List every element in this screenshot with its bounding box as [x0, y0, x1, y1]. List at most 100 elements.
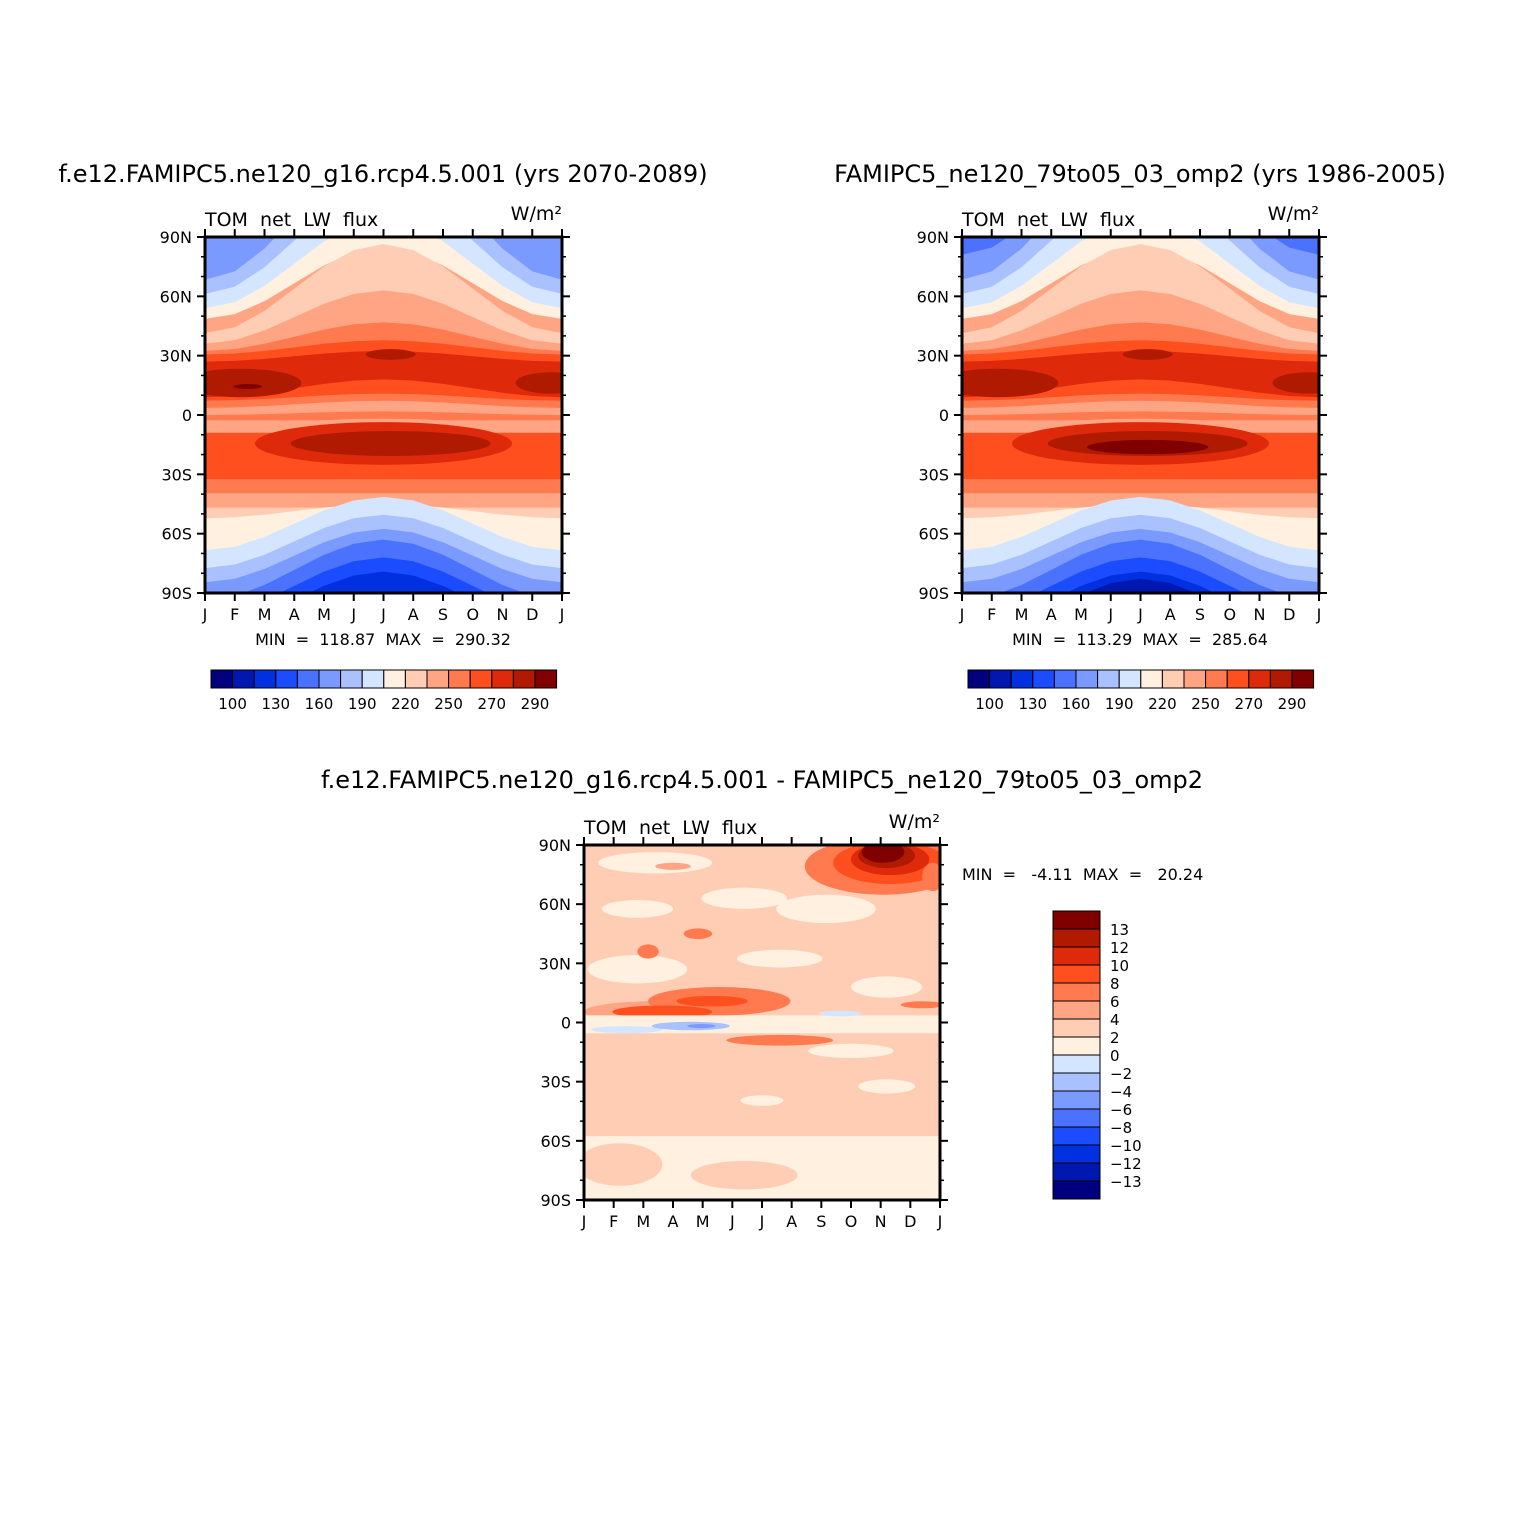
panel-a-colorbar-box	[383, 669, 406, 689]
panel-c-x-tick-label: S	[816, 1212, 826, 1231]
panel-c-colorbar-box	[1052, 1108, 1101, 1128]
panel-c-colorbar-box	[1052, 1000, 1101, 1020]
panel-a-y-tick-label: 30S	[161, 465, 192, 484]
panel-a-x-tick-label: J	[559, 605, 565, 624]
panel-b-x-tick-label: F	[987, 605, 996, 624]
panel-b-colorbar-box	[1140, 669, 1163, 689]
panel-a-colorbar-box	[512, 669, 536, 689]
panel-c-stats: MIN = -4.11 MAX = 20.24	[962, 865, 1203, 884]
panel-c-contour-blob	[740, 1095, 784, 1106]
panel-b-x-tick-label: D	[1283, 605, 1295, 624]
panel-c-contour-blob	[858, 1079, 916, 1094]
panel-a-x-tick-label: J	[380, 605, 386, 624]
panel-c-contour-blob	[598, 852, 713, 874]
panel-b-x-tick-label: O	[1223, 605, 1236, 624]
panel-a-colorbar-label: 290	[521, 695, 550, 713]
panel-b-colorbar-label: 160	[1062, 695, 1091, 713]
panel-a-x-tick-label: J	[350, 605, 356, 624]
panel-a-x-tick-label: A	[408, 605, 419, 624]
panel-a-colorbar-box	[275, 669, 298, 689]
panel-a-colorbar-box	[426, 669, 450, 689]
panel-a-contour-field	[205, 237, 562, 593]
panel-b-x-tick-label: A	[1046, 605, 1057, 624]
panel-c-x-tick-label: J	[937, 1212, 943, 1231]
panel-a-y-tick-label: 0	[182, 406, 192, 425]
panel-a-y-tick-label: 60N	[160, 287, 192, 306]
panel-c-colorbar-box	[1052, 1036, 1101, 1056]
panel-a: f.e12.FAMIPC5.ne120_g16.rcp4.5.001 (yrs …	[58, 160, 707, 713]
panel-a-colorbar-box	[404, 669, 428, 689]
panel-a-contour-band	[205, 237, 562, 309]
panel-a-colorbar-box	[253, 669, 277, 689]
panel-b: FAMIPC5_ne120_79to05_03_omp2 (yrs 1986-2…	[834, 160, 1446, 713]
panel-a-contour-blob	[205, 368, 302, 398]
panel-a-contour-band	[309, 571, 458, 593]
panel-c-colorbar-box	[1052, 1018, 1101, 1038]
panel-a-colorbar-label: 190	[348, 695, 377, 713]
panel-a-colorbar-box	[340, 669, 363, 689]
panel-a-contour-band	[205, 400, 562, 415]
panel-b-x-tick-label: J	[1137, 605, 1143, 624]
panel-b-x-tick-label: J	[1316, 605, 1322, 624]
panel-b-contour-blob	[962, 368, 1059, 398]
panel-b-x-tick-label: M	[1074, 605, 1088, 624]
panel-c-y-tick-label: 60S	[540, 1132, 571, 1151]
panel-c-colorbar-box	[1052, 1054, 1101, 1074]
panel-c-colorbar-box	[1052, 1090, 1101, 1110]
panel-a-x-tick-label: F	[230, 605, 239, 624]
panel-a-colorbar-box	[232, 669, 255, 689]
panel-c-colorbar-label: −4	[1110, 1083, 1132, 1101]
panel-b-contour-blob	[1272, 372, 1319, 394]
panel-a-colorbar: 100 130 160 190 220 250 270 290	[210, 669, 558, 713]
panel-c-contour-blob	[726, 1034, 834, 1046]
panel-c-colorbar-box	[1052, 1144, 1101, 1164]
panel-b-title: FAMIPC5_ne120_79to05_03_omp2 (yrs 1986-2…	[834, 160, 1446, 188]
panel-a-colorbar-label: 160	[305, 695, 334, 713]
panel-a-y-tick-label: 60S	[161, 525, 192, 544]
panel-c-colorbar-box	[1052, 1162, 1101, 1182]
panel-a-y-tick-label: 30N	[160, 347, 192, 366]
panel-b-contour-field	[962, 237, 1319, 593]
panel-c-contour-blob	[701, 887, 787, 909]
panel-c-colorbar-label: 12	[1110, 939, 1129, 957]
panel-c-x-tick-label: O	[845, 1212, 858, 1231]
panel-c-x-tick-label: J	[581, 1212, 587, 1231]
panel-c-colorbar-label: 13	[1110, 921, 1129, 939]
panel-a-y-tick-label: 90S	[161, 584, 192, 603]
panel-a-colorbar-box	[534, 669, 558, 689]
panel-c-contour-blob	[900, 1001, 940, 1009]
panel-b-x-tick-label: J	[1107, 605, 1113, 624]
panel-c-x-tick-label: N	[875, 1212, 887, 1231]
panel-c-contour-blob	[818, 1010, 862, 1017]
panel-c-colorbar-box	[1052, 1126, 1101, 1146]
panel-c-units-label: W/m²	[889, 811, 940, 833]
panel-b-colorbar-box	[1269, 669, 1293, 689]
panel-a-contour-band	[205, 479, 562, 497]
panel-b-colorbar-box	[1183, 669, 1207, 689]
panel-c-colorbar-label: −2	[1110, 1065, 1132, 1083]
panel-a-x-tick-label: S	[438, 605, 448, 624]
panel-c-colorbar-label: 8	[1110, 975, 1120, 993]
panel-a-variable-label: TOM net LW flux	[204, 209, 378, 231]
panel-c-contour-blob	[584, 1143, 663, 1186]
panel-b-colorbar-box	[1097, 669, 1120, 689]
panel-a-x-tick-label: M	[258, 605, 272, 624]
panel-b-colorbar-box	[1161, 669, 1185, 689]
panel-c-y-tick-label: 30S	[540, 1073, 571, 1092]
panel-b-y-tick-label: 90N	[917, 228, 949, 247]
panel-b-contour-band	[1085, 578, 1196, 593]
panel-c-colorbar-box	[1052, 910, 1101, 930]
panel-c-colorbar-label: −12	[1110, 1155, 1142, 1173]
panel-b-colorbar-box	[1291, 669, 1315, 689]
panel-b-stats: MIN = 113.29 MAX = 285.64	[1012, 630, 1268, 649]
panel-b-colorbar-label: 270	[1234, 695, 1263, 713]
panel-b-y-tick-label: 0	[939, 406, 949, 425]
panel-c-contour-blob	[683, 928, 713, 940]
panel-b-colorbar-box	[967, 669, 991, 689]
panel-b-colorbar-label: 100	[975, 695, 1004, 713]
panel-c-y-tick-label: 30N	[539, 954, 571, 973]
panel-b-colorbar: 100 130 160 190 220 250 270 290	[967, 669, 1315, 713]
